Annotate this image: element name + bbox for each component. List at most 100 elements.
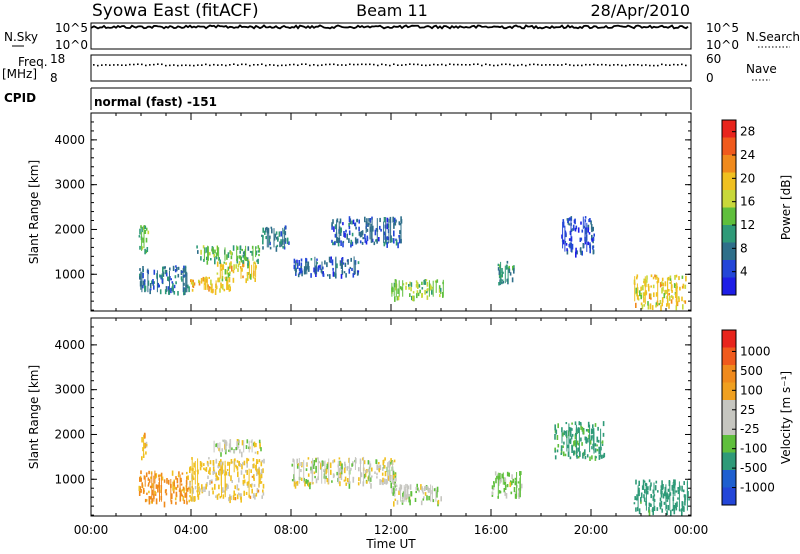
data-cell bbox=[214, 483, 216, 490]
trace-dot bbox=[517, 64, 519, 67]
data-cell bbox=[590, 220, 592, 225]
data-cell bbox=[214, 289, 217, 295]
data-cell bbox=[330, 469, 332, 475]
data-cell bbox=[498, 483, 500, 486]
data-cell bbox=[389, 462, 392, 465]
data-cell bbox=[592, 249, 595, 254]
data-cell bbox=[643, 280, 645, 284]
data-cell bbox=[593, 233, 595, 237]
data-cell bbox=[577, 443, 580, 446]
data-cell bbox=[158, 474, 160, 478]
data-cell bbox=[660, 305, 662, 311]
data-cell bbox=[189, 495, 191, 498]
data-cell bbox=[673, 509, 676, 515]
data-cell bbox=[498, 490, 501, 494]
data-cell bbox=[239, 245, 242, 251]
data-cell bbox=[579, 247, 582, 253]
data-cell bbox=[247, 458, 250, 462]
data-cell bbox=[251, 245, 254, 249]
data-cell bbox=[439, 294, 441, 298]
data-cell bbox=[660, 491, 663, 498]
data-cell bbox=[236, 246, 239, 250]
colorbar-tick-label: 12 bbox=[740, 218, 755, 232]
cpid-value: normal (fast) -151 bbox=[94, 95, 217, 109]
data-cell bbox=[274, 233, 277, 238]
data-cell bbox=[261, 234, 263, 237]
data-cell bbox=[243, 490, 245, 496]
data-cell bbox=[142, 272, 144, 279]
data-cell bbox=[336, 263, 338, 269]
data-cell bbox=[215, 478, 217, 482]
data-cell bbox=[260, 447, 262, 452]
data-cell bbox=[571, 428, 573, 431]
data-cell bbox=[189, 488, 192, 494]
data-cell bbox=[258, 254, 260, 257]
data-cell bbox=[260, 472, 263, 479]
data-cell bbox=[197, 482, 200, 486]
data-cell bbox=[635, 302, 637, 308]
data-cell bbox=[269, 246, 272, 250]
data-cell bbox=[192, 282, 194, 286]
data-cell bbox=[149, 288, 151, 295]
data-cell bbox=[596, 448, 599, 452]
data-cell bbox=[145, 249, 148, 254]
data-cell bbox=[342, 262, 345, 265]
colorbar-tick-label: 100 bbox=[740, 383, 763, 397]
data-cell bbox=[415, 280, 418, 283]
data-cell bbox=[264, 227, 267, 233]
data-cell bbox=[204, 247, 206, 254]
data-cell bbox=[598, 455, 601, 460]
trace-dot bbox=[309, 64, 311, 67]
data-cell bbox=[401, 496, 404, 500]
data-cell bbox=[243, 250, 246, 256]
data-cell bbox=[142, 285, 144, 289]
data-cell bbox=[505, 493, 508, 499]
data-cell bbox=[513, 268, 515, 274]
data-cell bbox=[210, 287, 213, 293]
nsky-label: N.Sky bbox=[4, 30, 38, 44]
data-cell bbox=[211, 283, 213, 289]
trace-dot bbox=[165, 64, 167, 67]
data-cell bbox=[577, 456, 580, 459]
data-cell bbox=[180, 483, 183, 486]
data-cell bbox=[425, 485, 427, 490]
data-cell bbox=[554, 433, 556, 440]
data-cell bbox=[188, 499, 191, 503]
data-cell bbox=[378, 462, 380, 465]
data-cell bbox=[359, 458, 362, 464]
data-cell bbox=[169, 267, 171, 271]
trace-dot bbox=[153, 63, 155, 66]
data-cell bbox=[344, 467, 346, 474]
data-cell bbox=[400, 484, 403, 490]
data-cell bbox=[585, 429, 588, 432]
data-cell bbox=[265, 236, 267, 239]
data-cell bbox=[262, 227, 264, 233]
freq-left-tick-top: 18 bbox=[50, 52, 65, 66]
data-cell bbox=[334, 224, 337, 230]
data-cell bbox=[655, 304, 657, 308]
data-cell bbox=[300, 462, 302, 467]
nave-label: Nave bbox=[746, 62, 777, 76]
data-cell bbox=[192, 477, 195, 481]
data-cell bbox=[217, 477, 220, 481]
trace-dot bbox=[533, 63, 535, 66]
data-cell bbox=[251, 251, 253, 256]
trace-dot bbox=[577, 64, 579, 67]
data-cell bbox=[315, 271, 317, 277]
data-cell bbox=[270, 226, 273, 229]
data-cell bbox=[602, 421, 605, 427]
data-cell bbox=[257, 258, 259, 264]
data-cell bbox=[411, 295, 413, 301]
trace-dot bbox=[253, 63, 255, 66]
data-cell bbox=[250, 440, 253, 443]
data-cell bbox=[513, 265, 515, 271]
data-cell bbox=[164, 489, 167, 494]
data-cell bbox=[141, 482, 143, 488]
data-cell bbox=[148, 482, 150, 485]
data-cell bbox=[220, 263, 222, 268]
y-tick-label: 4000 bbox=[54, 133, 85, 147]
data-cell bbox=[633, 502, 636, 505]
data-cell bbox=[650, 274, 653, 278]
data-cell bbox=[295, 481, 298, 484]
data-cell bbox=[232, 495, 235, 501]
